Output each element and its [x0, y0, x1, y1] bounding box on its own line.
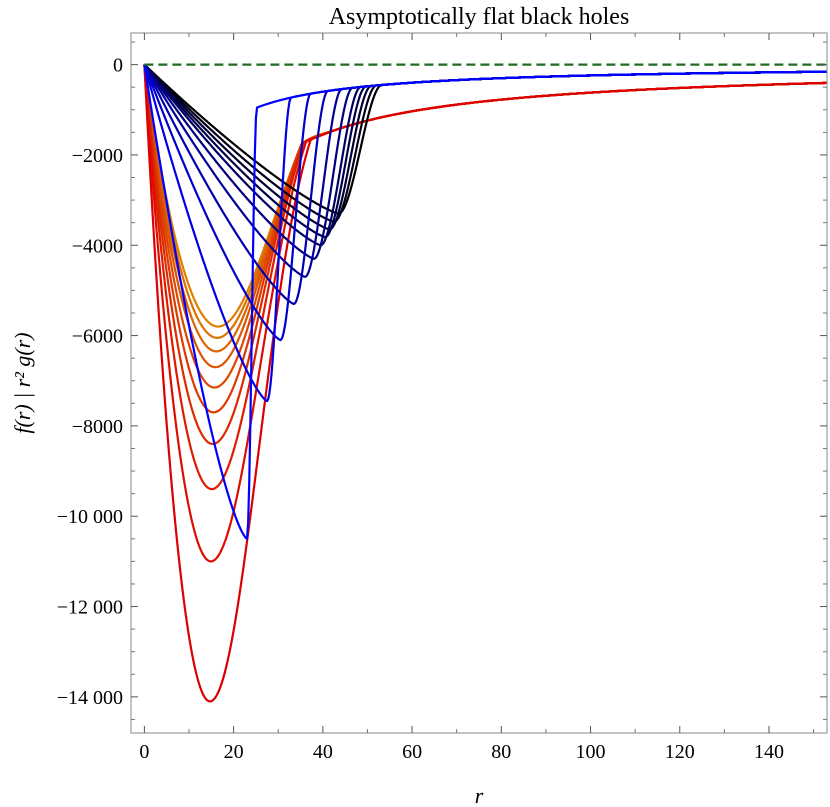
blue-family-curve	[143, 64, 828, 278]
red-family-curve	[143, 64, 828, 328]
red-family-curve	[143, 64, 828, 446]
y-tick-label: −12 000	[57, 597, 123, 619]
blue-family-curve	[143, 63, 828, 231]
x-tick-label: 120	[665, 741, 695, 763]
red-family-curve	[143, 64, 828, 491]
x-tick-label: 140	[754, 741, 784, 763]
x-axis-title: r	[475, 783, 484, 807]
x-tick-label: 20	[224, 741, 244, 763]
curves-layer	[143, 63, 828, 703]
y-tick-label: −2000	[72, 145, 123, 167]
y-tick-label: −14 000	[57, 687, 123, 709]
red-family-curve	[143, 64, 828, 389]
red-family-curve	[143, 64, 828, 563]
y-tick-label: 0	[113, 55, 123, 77]
x-tick-label: 100	[576, 741, 606, 763]
y-tick-label: −6000	[72, 326, 123, 348]
y-tick-label: −10 000	[57, 506, 123, 528]
ticks-layer: 0 20 40 60 80 100 120 140 0 −2000 −4000 −6000 −8000 −…	[57, 33, 827, 763]
y-tick-label: −4000	[72, 235, 123, 257]
x-tick-label: 40	[313, 741, 333, 763]
x-tick-label: 60	[402, 741, 422, 763]
red-family-curve	[143, 64, 828, 703]
x-tick-label: 80	[491, 741, 511, 763]
blue-family-curve	[143, 64, 828, 540]
red-family-curve	[143, 64, 828, 353]
red-family-curve	[143, 64, 828, 369]
y-axis-title: f(r) | r² g(r)	[10, 332, 35, 433]
blue-family-curve	[143, 63, 828, 239]
plot-frame	[130, 32, 828, 734]
chart-title: Asymptotically flat black holes	[329, 4, 630, 30]
red-family-curve	[143, 64, 828, 414]
x-tick-label: 0	[139, 741, 149, 763]
y-tick-label: −8000	[72, 416, 123, 438]
